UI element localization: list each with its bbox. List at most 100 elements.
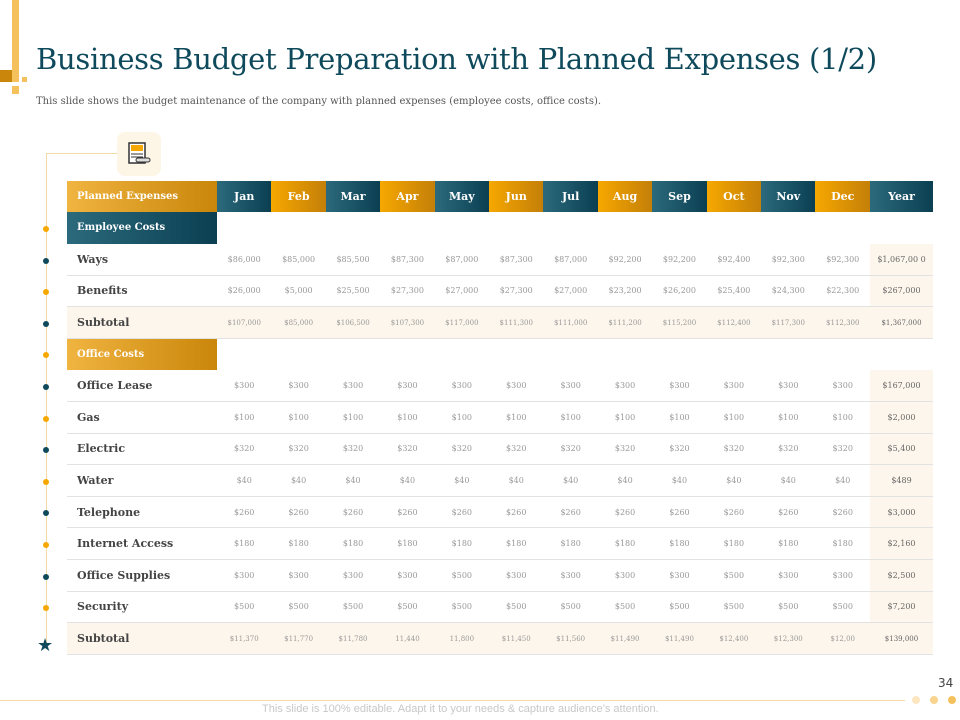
month-value-cell: $300	[325, 559, 381, 592]
month-value-cell: $92,400	[706, 243, 762, 276]
month-value-cell: $180	[325, 527, 381, 561]
month-value-cell: $300	[652, 559, 707, 592]
month-value-cell: $180	[597, 527, 653, 561]
month-value-cell: $300	[543, 369, 598, 403]
table-row: Water $40 $40 $40 $40 $40 $40 $40 $40 $40 $40 $40 $4…	[67, 464, 933, 497]
month-value-cell: $500	[761, 591, 816, 624]
row-label: Internet Access	[67, 527, 217, 561]
month-value-cell: $180	[489, 527, 544, 561]
month-value-cell: $300	[271, 369, 326, 403]
month-value-cell: $180	[652, 527, 707, 561]
month-value-cell: $87,300	[489, 243, 544, 276]
table-row: Telephone $260 $260 $260 $260 $260 $260 $260 $26…	[67, 496, 933, 529]
timeline-bullet	[43, 226, 49, 232]
month-value-cell: $100	[597, 401, 653, 434]
month-value-cell: $87,000	[543, 243, 598, 276]
month-value-cell: $40	[217, 464, 272, 497]
month-value-cell: $500	[434, 559, 490, 592]
month-value-cell: $115,200	[652, 306, 707, 339]
month-value-cell: $112,400	[706, 306, 762, 339]
table-row: Office Supplies $300 $300 $300 $300 $500 $300 $…	[67, 559, 933, 592]
month-value-cell: $100	[543, 401, 598, 434]
row-label: Subtotal	[67, 622, 217, 655]
month-value-cell: $100	[652, 401, 707, 434]
table-row: Office Lease $300 $300 $300 $300 $300 $300 $300…	[67, 369, 933, 403]
year-total-cell: $1,367,000	[870, 306, 933, 339]
year-total-cell: $3,000	[870, 496, 933, 529]
section-row: Employee Costs	[67, 212, 933, 244]
month-value-cell: $92,300	[761, 243, 816, 276]
month-value-cell: $12,300	[761, 622, 816, 655]
empty-cell	[217, 212, 933, 244]
row-label: Security	[67, 591, 217, 624]
corner-decoration	[12, 0, 19, 82]
month-value-cell: $300	[217, 559, 272, 592]
header-year: Year	[870, 181, 933, 212]
month-value-cell: $320	[652, 433, 707, 466]
month-value-cell: $107,000	[217, 306, 272, 339]
month-value-cell: $500	[815, 591, 870, 624]
month-value-cell: $100	[271, 401, 326, 434]
month-value-cell: $300	[489, 369, 544, 403]
month-value-cell: $320	[706, 433, 762, 466]
page-title: Business Budget Preparation with Planned…	[36, 42, 877, 76]
month-value-cell: $260	[652, 496, 707, 529]
page-number: 34	[938, 676, 954, 690]
month-value-cell: $27,000	[434, 275, 490, 308]
timeline-bullet	[43, 257, 49, 264]
month-value-cell: $11,450	[489, 622, 544, 655]
month-value-cell: $180	[271, 527, 326, 561]
row-label: Electric	[67, 433, 217, 466]
timeline-bullet	[43, 320, 49, 327]
header-jan: Jan	[217, 181, 272, 212]
month-value-cell: $117,000	[434, 306, 490, 339]
footer-dot	[948, 696, 956, 704]
header-sep: Sep	[652, 181, 707, 212]
star-icon: ★	[37, 635, 54, 656]
month-value-cell: $23,200	[597, 275, 653, 308]
month-value-cell: $500	[597, 591, 653, 624]
row-label: Employee Costs	[67, 212, 217, 244]
header-feb: Feb	[271, 181, 326, 212]
month-value-cell: $320	[815, 433, 870, 466]
header-oct: Oct	[706, 181, 762, 212]
month-value-cell: $300	[815, 559, 870, 592]
month-value-cell: $500	[543, 591, 598, 624]
month-value-cell: $320	[761, 433, 816, 466]
month-value-cell: $5,000	[271, 275, 326, 308]
month-value-cell: 11,800	[434, 622, 490, 655]
timeline-bullet	[43, 352, 49, 359]
month-value-cell: $300	[597, 559, 653, 592]
month-value-cell: $320	[434, 433, 490, 466]
month-value-cell: $320	[380, 433, 435, 466]
row-label: Ways	[67, 243, 217, 276]
month-value-cell: $260	[815, 496, 870, 529]
header-nov: Nov	[761, 181, 816, 212]
month-value-cell: $40	[597, 464, 653, 497]
month-value-cell: $100	[380, 401, 435, 434]
timeline-bullet	[43, 289, 49, 296]
month-value-cell: $300	[217, 369, 272, 403]
month-value-cell: $100	[434, 401, 490, 434]
header-aug: Aug	[597, 181, 653, 212]
month-value-cell: $300	[815, 369, 870, 403]
month-value-cell: $500	[706, 591, 762, 624]
row-label: Gas	[67, 401, 217, 434]
month-value-cell: $111,200	[597, 306, 653, 339]
month-value-cell: $320	[217, 433, 272, 466]
month-value-cell: $320	[325, 433, 381, 466]
month-value-cell: $180	[434, 527, 490, 561]
header-apr: Apr	[380, 181, 435, 212]
month-value-cell: $300	[489, 559, 544, 592]
month-value-cell: $320	[489, 433, 544, 466]
table-row: Internet Access $180 $180 $180 $180 $180 $180 $…	[67, 527, 933, 561]
month-value-cell: $117,300	[761, 306, 816, 339]
month-value-cell: $320	[597, 433, 653, 466]
month-value-cell: $11,490	[597, 622, 653, 655]
month-value-cell: $500	[434, 591, 490, 624]
month-value-cell: $500	[652, 591, 707, 624]
month-value-cell: $180	[761, 527, 816, 561]
month-value-cell: $300	[761, 369, 816, 403]
month-value-cell: $40	[434, 464, 490, 497]
month-value-cell: $500	[217, 591, 272, 624]
